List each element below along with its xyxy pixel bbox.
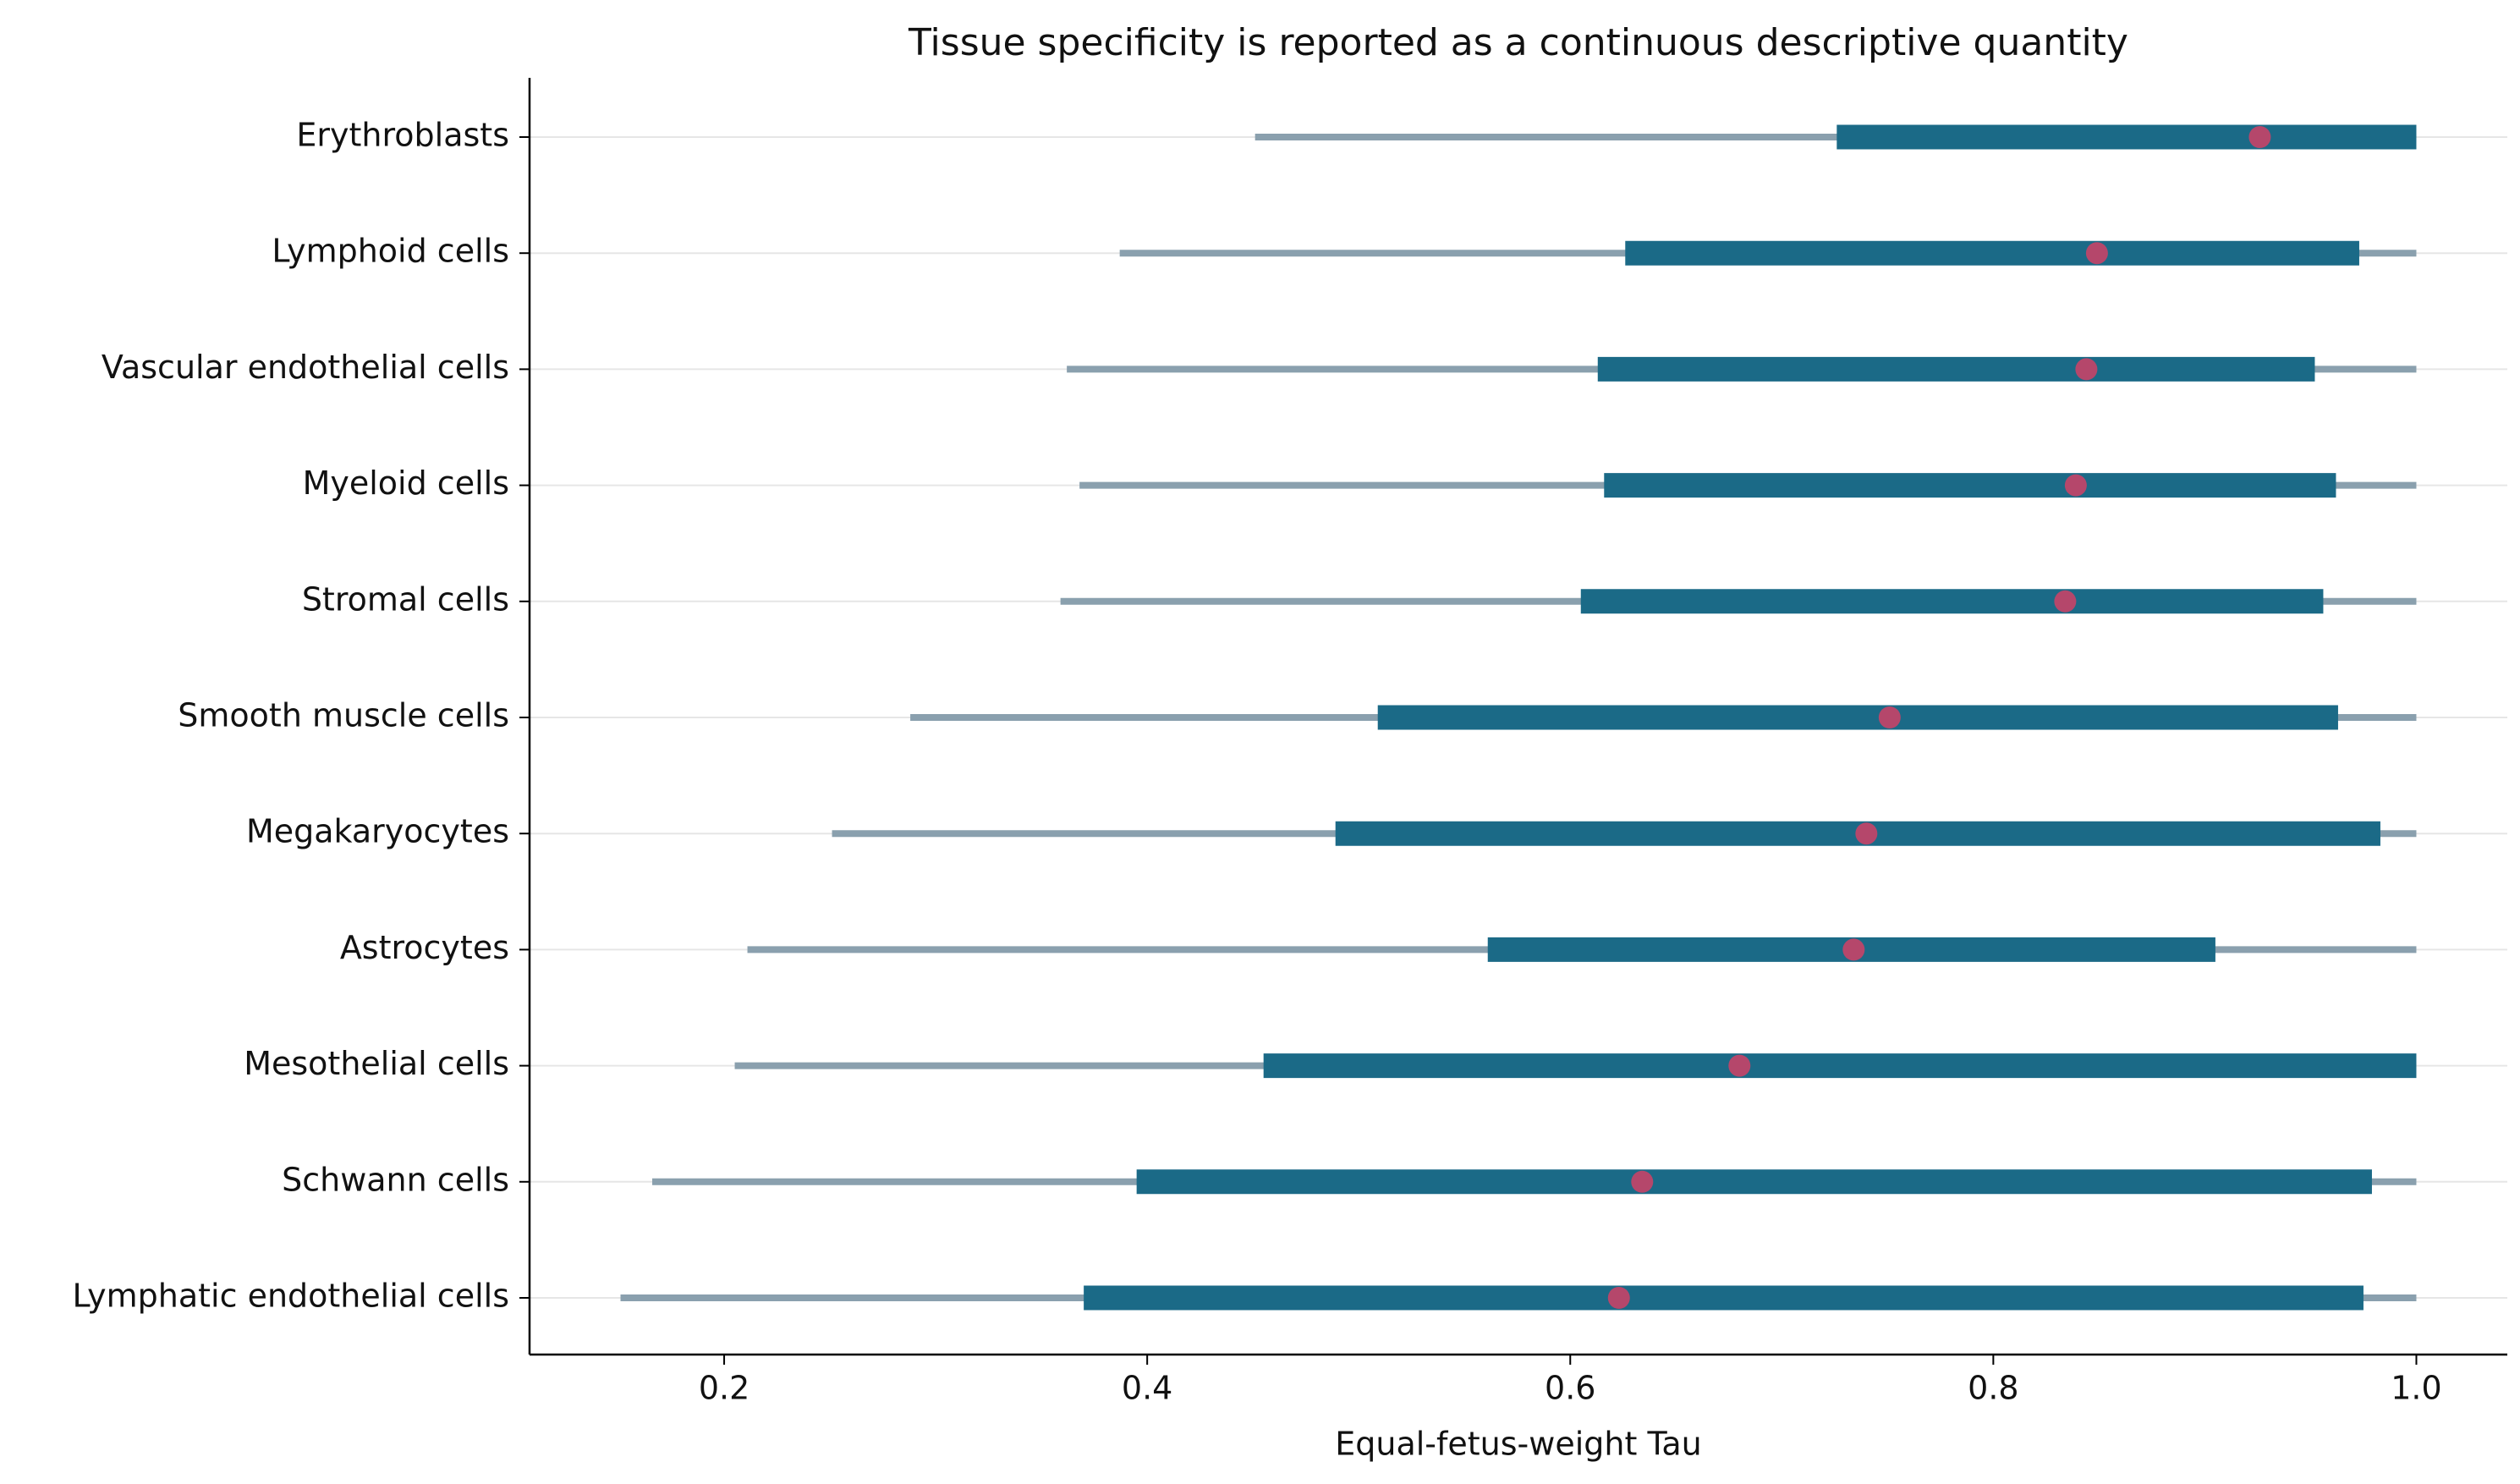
chart-title: Tissue specificity is reported as a cont… [908,21,2128,64]
x-tick-label: 0.8 [1968,1370,2018,1407]
point [1878,706,1901,728]
x-tick-label: 1.0 [2391,1370,2441,1407]
y-tick-label: Lymphatic endothelial cells [72,1278,509,1315]
y-tick-label: Erythroblasts [296,117,509,154]
x-tick-label: 0.4 [1122,1370,1172,1407]
y-tick-label: Mesothelial cells [244,1045,509,1082]
point [2064,474,2087,497]
x-tick-label: 0.6 [1545,1370,1595,1407]
point [2085,242,2108,265]
y-tick-label: Myeloid cells [303,464,509,502]
y-tick-label: Megakaryocytes [246,813,509,850]
point [2054,590,2077,613]
point [1607,1287,1630,1309]
y-tick-label: Smooth muscle cells [178,697,509,734]
point [1855,822,1878,845]
y-tick-label: Astrocytes [340,929,509,966]
y-tick-label: Schwann cells [282,1161,509,1198]
y-tick-label: Stromal cells [302,580,509,618]
point [1842,938,1865,961]
point [1728,1054,1751,1077]
point [2248,126,2271,148]
point [1631,1170,1654,1193]
y-tick-label: Lymphoid cells [272,233,509,270]
x-tick-label: 0.2 [699,1370,749,1407]
x-axis-label: Equal-fetus-weight Tau [1335,1426,1702,1463]
y-tick-label: Vascular endothelial cells [102,349,509,386]
point [2075,358,2098,381]
